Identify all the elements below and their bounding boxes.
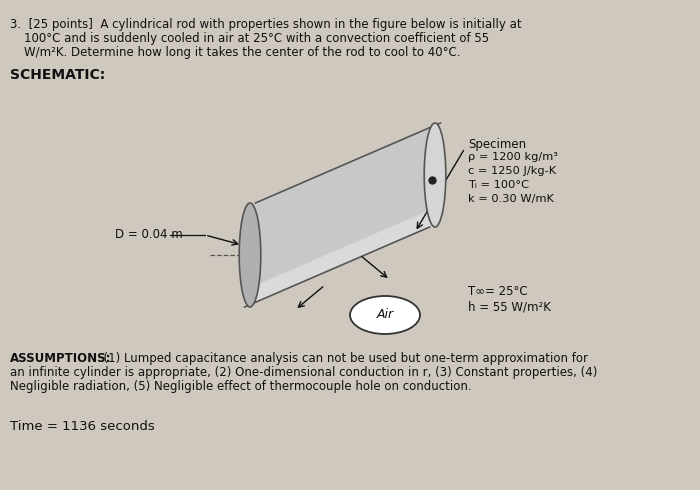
- Text: k = 0.30 W/mK: k = 0.30 W/mK: [468, 194, 554, 204]
- Text: Time = 1136 seconds: Time = 1136 seconds: [10, 420, 155, 433]
- Text: Air: Air: [377, 309, 393, 321]
- Text: Negligible radiation, (5) Negligible effect of thermocouple hole on conduction.: Negligible radiation, (5) Negligible eff…: [10, 380, 472, 393]
- Text: SCHEMATIC:: SCHEMATIC:: [10, 68, 105, 82]
- Text: W/m²K. Determine how long it takes the center of the rod to cool to 40°C.: W/m²K. Determine how long it takes the c…: [24, 46, 461, 59]
- Text: Tᵢ = 100°C: Tᵢ = 100°C: [468, 180, 529, 190]
- Text: 3.  [25 points]  A cylindrical rod with properties shown in the figure below is : 3. [25 points] A cylindrical rod with pr…: [10, 18, 522, 31]
- Text: h = 55 W/m²K: h = 55 W/m²K: [468, 300, 551, 313]
- Text: D = 0.04 m: D = 0.04 m: [115, 228, 183, 242]
- Text: Specimen: Specimen: [468, 138, 526, 151]
- Ellipse shape: [350, 296, 420, 334]
- Ellipse shape: [424, 123, 446, 227]
- Text: an infinite cylinder is appropriate, (2) One-dimensional conduction in r, (3) Co: an infinite cylinder is appropriate, (2)…: [10, 366, 597, 379]
- Text: c = 1250 J/kg-K: c = 1250 J/kg-K: [468, 166, 556, 176]
- Text: (1) Lumped capacitance analysis can not be used but one-term approximation for: (1) Lumped capacitance analysis can not …: [96, 352, 588, 365]
- Text: T∞= 25°C: T∞= 25°C: [468, 285, 528, 298]
- Text: ASSUMPTIONS:: ASSUMPTIONS:: [10, 352, 111, 365]
- Ellipse shape: [239, 203, 261, 307]
- Polygon shape: [244, 123, 440, 307]
- Polygon shape: [244, 206, 439, 307]
- Text: 100°C and is suddenly cooled in air at 25°C with a convection coefficient of 55: 100°C and is suddenly cooled in air at 2…: [24, 32, 489, 45]
- Text: ρ = 1200 kg/m³: ρ = 1200 kg/m³: [468, 152, 558, 162]
